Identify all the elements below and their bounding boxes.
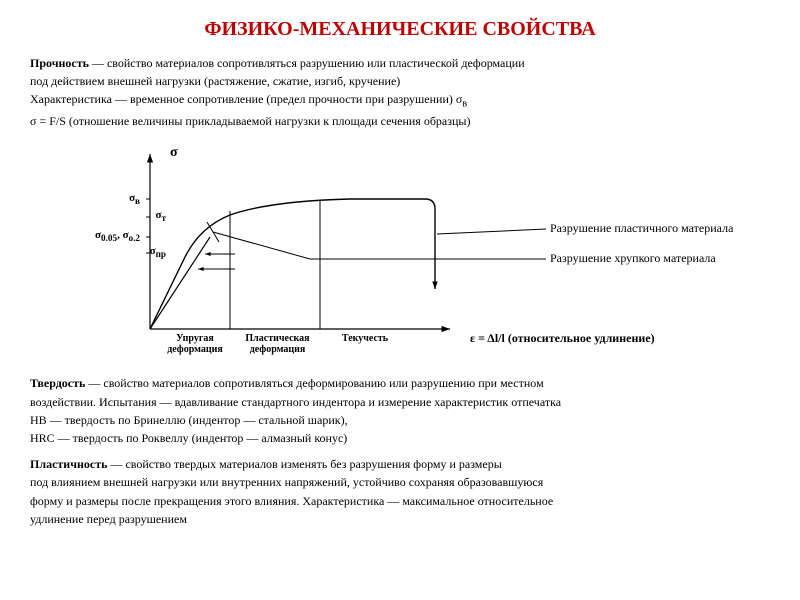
intro-l2: под действием внешней нагрузки (растяжен… [30, 73, 770, 89]
hardness-l3: HB — твердость по Бринеллю (индентор — с… [30, 412, 770, 428]
hardness-l4: HRC — твердость по Роквеллу (индентор — … [30, 430, 770, 446]
page-title: ФИЗИКО-МЕХАНИЧЕСКИЕ СВОЙСТВА [30, 18, 770, 41]
plasticity-l4: удлинение перед разрушением [30, 511, 770, 527]
intro-l4: σ = F/S (отношение величины прикладываем… [30, 113, 770, 129]
hardness-l1: — свойство материалов сопротивляться деф… [85, 376, 543, 390]
hardness-l2: воздействии. Испытания — вдавливание ста… [30, 394, 770, 410]
hardness-block: Твердость — свойство материалов сопротив… [30, 375, 770, 446]
plasticity-l1: — свойство твердых материалов изменять б… [107, 457, 501, 471]
sigma-v: σв [456, 92, 467, 106]
annotation-label: Разрушение хрупкого материала [550, 251, 716, 266]
intro-l3a: Характеристика — временное сопротивление… [30, 92, 456, 106]
stress-strain-chart: σ σвσтσ0.05, σо.2σпр УпругаядеформацияПл… [30, 139, 770, 369]
x-axis-label: ε = Δl/l (относительное удлинение) [470, 331, 655, 346]
region-label: Текучесть [330, 333, 400, 344]
plasticity-term: Пластичность [30, 457, 107, 471]
intro-block: Прочность — свойство материалов сопротив… [30, 55, 770, 129]
plasticity-l2: под влиянием внешней нагрузки или внутре… [30, 474, 770, 490]
strength-term: Прочность [30, 56, 89, 70]
plasticity-l3: форму и размеры после прекращения этого … [30, 493, 770, 509]
plasticity-block: Пластичность — свойство твердых материал… [30, 456, 770, 527]
intro-l1: — свойство материалов сопротивляться раз… [89, 56, 525, 70]
annotation-label: Разрушение пластичного материала [550, 221, 733, 236]
hardness-term: Твердость [30, 376, 85, 390]
region-label: Упругаядеформация [160, 333, 230, 355]
region-label: Пластическаядеформация [235, 333, 320, 355]
